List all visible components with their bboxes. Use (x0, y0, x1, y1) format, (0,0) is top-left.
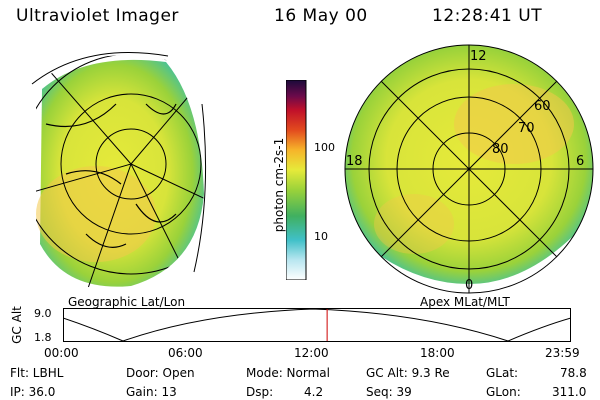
image-time: 12:28:41 UT (432, 6, 543, 26)
glon-value: 311.0 (552, 385, 587, 399)
time-tick-2359: 23:59 (545, 346, 580, 360)
dsp-label: Dsp: (246, 385, 274, 399)
mlat-label-70: 70 (518, 121, 535, 136)
mlat-label-80: 80 (492, 142, 509, 157)
colorbar-tick-10: 10 (314, 230, 328, 243)
ip-status: IP: 36.0 (10, 385, 56, 399)
right-panel-caption: Apex MLat/MLT (420, 295, 510, 309)
intensity-colorbar (286, 80, 307, 280)
colorbar-tick-100: 100 (314, 141, 335, 154)
glat-value: 78.8 (560, 366, 587, 380)
gain-status: Gain: 13 (126, 385, 177, 399)
time-tick-0000: 00:00 (44, 346, 79, 360)
altitude-axis-title: GC Alt (10, 306, 24, 344)
time-tick-1200: 12:00 (294, 346, 329, 360)
mlt-label-0: 0 (465, 278, 473, 293)
left-panel-caption: Geographic Lat/Lon (68, 295, 186, 309)
altitude-ytick-low: 1.8 (34, 331, 52, 344)
mlt-label-6: 6 (576, 154, 584, 169)
altitude-timeline-plot (63, 308, 571, 342)
glat-label: GLat: (486, 366, 519, 380)
time-tick-0600: 06:00 (168, 346, 203, 360)
door-status: Door: Open (126, 366, 195, 380)
seq-status: Seq: 39 (366, 385, 412, 399)
colorbar-unit-label: photon cm-2s-1 (272, 137, 286, 233)
gc-alt-status: GC Alt: 9.3 Re (366, 366, 450, 380)
altitude-curve (63, 308, 571, 342)
instrument-title: Ultraviolet Imager (16, 6, 179, 26)
mlt-label-12: 12 (470, 49, 487, 64)
left-aurora-bright-patch (36, 166, 156, 262)
dsp-value: 4.2 (304, 385, 324, 399)
image-date: 16 May 00 (274, 6, 368, 26)
altitude-ytick-high: 9.0 (34, 307, 52, 320)
magnetic-polar-image: 12 18 6 0 60 70 80 (344, 44, 594, 294)
time-tick-1800: 18:00 (420, 346, 455, 360)
glon-label: GLon: (486, 385, 521, 399)
filter-status: Flt: LBHL (10, 366, 64, 380)
mlat-label-60: 60 (534, 99, 551, 114)
mode-status: Mode: Normal (246, 366, 330, 380)
mlt-label-18: 18 (346, 154, 363, 169)
geographic-auroral-image (31, 52, 207, 290)
